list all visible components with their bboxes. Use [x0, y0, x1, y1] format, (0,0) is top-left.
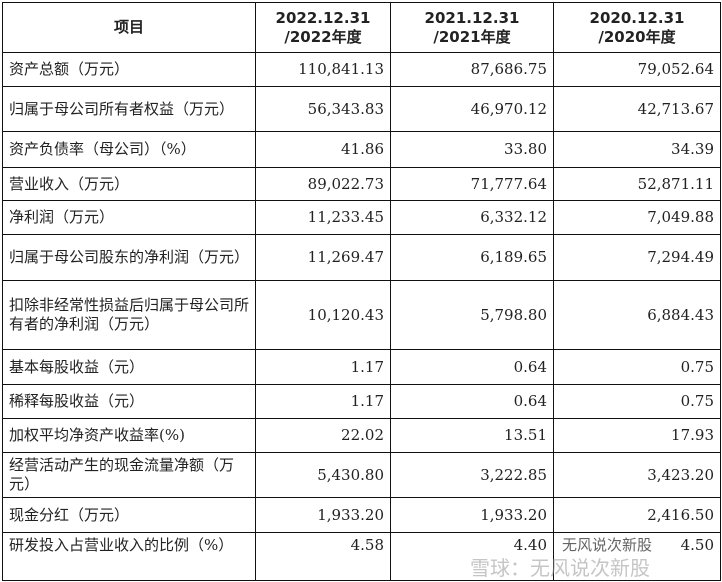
cell-value: 5,430.80: [255, 452, 391, 498]
table-row: 归属于母公司所有者权益（万元） 56,343.83 46,970.12 42,713.…: [2, 86, 721, 132]
cell-value: 4.58: [255, 532, 391, 581]
table-body: 资产总额（万元） 110,841.13 87,686.75 79,052.64 归属于母…: [2, 52, 721, 581]
cell-value: 89,022.73: [255, 167, 391, 201]
cell-value: 1.17: [255, 384, 391, 419]
cell-value: 0.64: [390, 384, 554, 419]
row-label: 基本每股收益（元）: [2, 349, 256, 385]
row-label: 资产总额（万元）: [2, 52, 256, 87]
cell-value: 42,713.67: [553, 86, 721, 132]
row-label: 扣除非经常性损益后归属于母公司所有者的净利润（万元）: [2, 280, 256, 350]
header-2021: 2021.12.31 /2021年度: [390, 2, 554, 53]
cell-value: 56,343.83: [255, 86, 391, 132]
cell-value: 0.75: [553, 349, 721, 385]
row-label: 归属于母公司股东的净利润（万元）: [2, 234, 256, 281]
cell-value: 7,294.49: [553, 234, 721, 281]
row-label: 经营活动产生的现金流量净额（万元）: [2, 452, 256, 498]
cell-value: 34.39: [553, 131, 721, 168]
cell-value: 5,798.80: [390, 280, 554, 350]
watermark: 雪球：无风说次新股: [470, 556, 650, 580]
cell-value: 10,120.43: [255, 280, 391, 350]
cell-value: 110,841.13: [255, 52, 391, 87]
row-label: 营业收入（万元）: [2, 167, 256, 201]
cell-value: 6,884.43: [553, 280, 721, 350]
table-row: 稀释每股收益（元） 1.17 0.64 0.75: [2, 384, 721, 419]
cell-value: 17.93: [553, 418, 721, 453]
cell-value: 1,933.20: [255, 497, 391, 533]
row-label: 净利润（万元）: [2, 200, 256, 235]
table-row: 资产总额（万元） 110,841.13 87,686.75 79,052.64: [2, 52, 721, 87]
cell-value: 6,189.65: [390, 234, 554, 281]
row-label: 现金分红（万元）: [2, 497, 256, 533]
table-row: 经营活动产生的现金流量净额（万元） 5,430.80 3,222.85 3,423.2…: [2, 452, 721, 498]
cell-value: 2,416.50: [553, 497, 721, 533]
cell-value: 41.86: [255, 131, 391, 168]
cell-value: 0.64: [390, 349, 554, 385]
row-label: 研发投入占营业收入的比例（%）: [2, 532, 256, 581]
row-label: 资产负债率（母公司）（%）: [2, 131, 256, 168]
table-row: 归属于母公司股东的净利润（万元） 11,269.47 6,189.65 7,294.4…: [2, 234, 721, 281]
row-label: 归属于母公司所有者权益（万元）: [2, 86, 256, 132]
cell-value: 3,423.20: [553, 452, 721, 498]
table-row: 资产负债率（母公司）（%） 41.86 33.80 34.39: [2, 131, 721, 168]
table-row: 研发投入占营业收入的比例（%） 4.58 4.40 4.50: [2, 532, 721, 581]
header-2020: 2020.12.31 /2020年度: [553, 2, 721, 53]
cell-value: 0.75: [553, 384, 721, 419]
cell-value: 87,686.75: [390, 52, 554, 87]
table-row: 扣除非经常性损益后归属于母公司所有者的净利润（万元） 10,120.43 5,798…: [2, 280, 721, 350]
cell-value: 13.51: [390, 418, 554, 453]
cell-value: 11,233.45: [255, 200, 391, 235]
row-label: 加权平均净资产收益率(%): [2, 418, 256, 453]
cell-value: 52,871.11: [553, 167, 721, 201]
cell-value: 4.50: [553, 532, 721, 581]
cell-value: 46,970.12: [390, 86, 554, 132]
cell-value: 6,332.12: [390, 200, 554, 235]
header-item: 项目: [2, 2, 256, 53]
table-row: 净利润（万元） 11,233.45 6,332.12 7,049.88: [2, 200, 721, 235]
cell-value: 3,222.85: [390, 452, 554, 498]
table-row: 加权平均净资产收益率(%) 22.02 13.51 17.93: [2, 418, 721, 453]
cell-value: 33.80: [390, 131, 554, 168]
table-row: 现金分红（万元） 1,933.20 1,933.20 2,416.50: [2, 497, 721, 533]
cell-value: 1.17: [255, 349, 391, 385]
cell-value: 22.02: [255, 418, 391, 453]
cell-value: 7,049.88: [553, 200, 721, 235]
header-row: 项目 2022.12.31 /2022年度 2021.12.31 /2021年度…: [2, 2, 721, 53]
cell-value: 79,052.64: [553, 52, 721, 87]
cell-value: 11,269.47: [255, 234, 391, 281]
watermark-secondary: 无风说次新股: [562, 536, 653, 554]
header-2022: 2022.12.31 /2022年度: [255, 2, 391, 53]
cell-value: 71,777.64: [390, 167, 554, 201]
cell-value: 1,933.20: [390, 497, 554, 533]
table-row: 营业收入（万元） 89,022.73 71,777.64 52,871.11: [2, 167, 721, 201]
table-row: 基本每股收益（元） 1.17 0.64 0.75: [2, 349, 721, 385]
row-label: 稀释每股收益（元）: [2, 384, 256, 419]
